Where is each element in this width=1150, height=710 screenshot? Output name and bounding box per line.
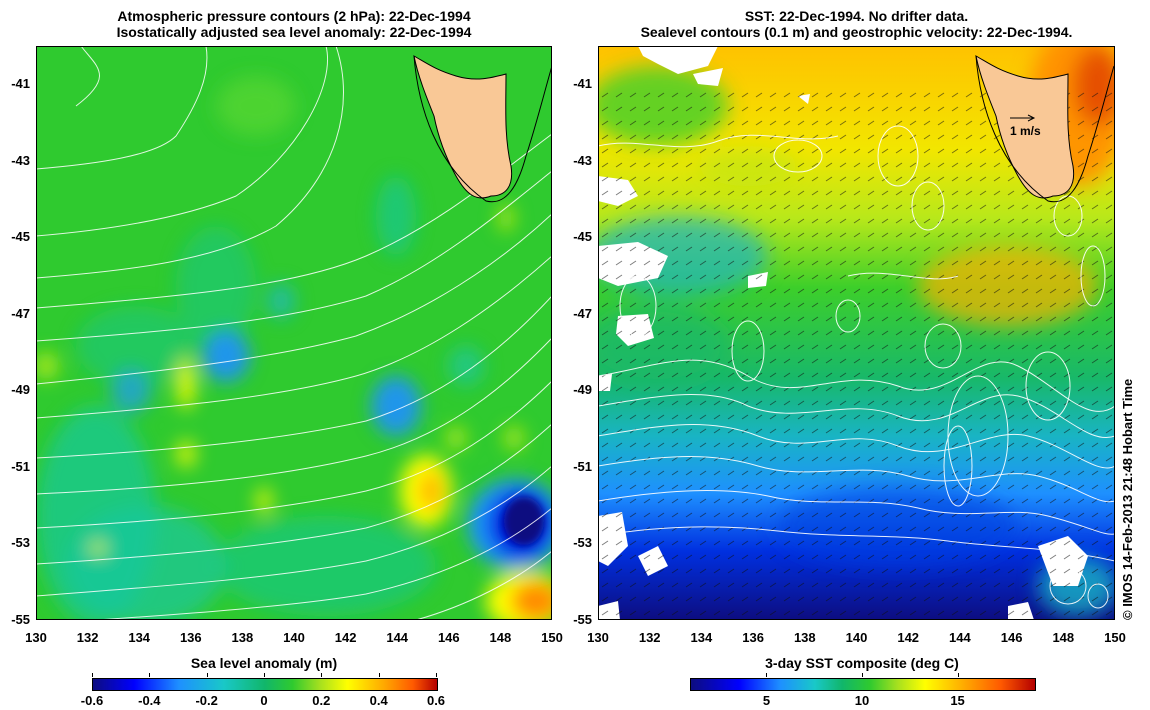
left-lat-tick-label: -55 [11,612,30,627]
right-lon-tick-label: 148 [1052,630,1075,645]
sla-colorbar-tick [378,673,380,677]
sla-colorbar-tick [92,673,93,677]
sst-colorbar-tick-label: 10 [854,693,870,708]
sla-map-svg [36,46,552,620]
right-lat-tick-label: -43 [573,152,592,168]
sla-colorbar-tick-label: -0.4 [138,693,161,708]
right-map-title: SST: 22-Dec-1994. No drifter data. Seale… [598,8,1115,40]
velocity-scale-label: 1 m/s [1010,124,1041,138]
sst-map: 1 m/s [598,46,1115,620]
sla-colorbar-tick [206,673,208,677]
left-lon-tick-label: 140 [283,630,305,645]
sla-colorbar-tick [149,673,151,677]
sla-colorbar-tick [264,673,265,677]
left-lon-tick-label: 148 [489,630,512,645]
right-lon-tick-label: 138 [793,630,816,645]
left-lon-tick-label: 146 [437,630,460,645]
sla-colorbar-tick [321,673,323,677]
left-lat-tick-label: -51 [11,458,30,474]
tasmania-landmass [413,55,513,199]
right-colorbar-title: 3-day SST composite (deg C) [765,655,959,671]
left-lon-tick-label: 138 [231,630,254,645]
sla-colorbar-tick-label: -0.6 [80,693,104,708]
sla-colorbar-tick-label: 0.4 [369,693,388,708]
velocity-scale: 1 m/s [1010,114,1041,138]
right-lat-tick-label: -55 [573,612,592,627]
left-lat-tick-label: -47 [11,305,30,321]
left-lat-tick-label: -45 [11,229,30,245]
sla-low-core [504,497,544,545]
sla-colorbar-tick-label: -0.2 [195,693,218,708]
sst-colorbar-tick-label: 15 [950,693,965,708]
sst-colorbar-tick [766,673,768,677]
imos-credit: © IMOS 14-Feb-2013 21:48 Hobart Time [1120,378,1135,620]
sla-colorbar-tick-label: 0.6 [426,693,446,708]
sla-map-frame [36,46,552,620]
sst-map-frame [598,46,1115,620]
tasmania-landmass [975,55,1075,199]
left-lat-tick-label: -41 [11,76,30,92]
right-lat-tick-label: -45 [573,229,592,245]
sealevel-contours [598,125,1115,609]
right-lon-tick-label: 134 [690,630,713,645]
right-title-line2: Sealevel contours (0.1 m) and geostrophi… [640,24,1073,40]
sla-colorbar [92,678,438,691]
left-lon-tick-label: 134 [128,630,151,645]
velocity-scale-arrowhead [1027,114,1036,122]
right-lon-tick-label: 150 [1104,630,1126,645]
right-lat-tick-label: -49 [573,382,592,398]
right-lon-tick-label: 132 [638,630,661,645]
left-title-line1: Atmospheric pressure contours (2 hPa): 2… [117,8,471,24]
left-lon-tick-label: 130 [25,630,47,645]
sst-colorbar-tick-label: 5 [762,693,771,708]
sla-colorbar-tick-label: 0.2 [312,693,331,708]
left-lat-tick-label: -43 [11,152,30,168]
left-colorbar-title: Sea level anomaly (m) [190,655,338,671]
sst-colorbar-tick [862,673,863,677]
sla-colorbar-tick [436,673,437,677]
sst-colorbar-tick [957,673,959,677]
sea-level-anomaly-map [36,46,552,620]
left-title-line2: Isostatically adjusted sea level anomaly… [116,24,472,40]
left-map-title: Atmospheric pressure contours (2 hPa): 2… [36,8,552,40]
right-lat-tick-label: -53 [573,535,592,551]
right-lat-tick-label: -51 [573,458,592,474]
right-lon-tick-label: 146 [1000,630,1023,645]
sst-colorbar [690,678,1036,691]
right-title-line1: SST: 22-Dec-1994. No drifter data. [744,8,969,24]
right-lat-tick-label: -47 [573,305,592,321]
left-lon-tick-label: 132 [76,630,99,645]
tasmania-bathymetry-contour [975,55,1115,203]
left-lat-tick-label: -53 [11,535,30,551]
left-lon-tick-label: 142 [334,630,357,645]
right-lon-tick-label: 142 [897,630,920,645]
right-lon-tick-label: 130 [587,630,609,645]
left-lat-tick-label: -49 [11,382,30,398]
left-lon-tick-label: 150 [541,630,563,645]
left-lon-tick-label: 136 [179,630,202,645]
tasmania-bathymetry-contour [413,55,552,203]
left-lon-tick-label: 144 [386,630,409,645]
sst-map-svg: 1 m/s [598,46,1115,620]
right-lon-tick-label: 136 [742,630,764,645]
right-lat-tick-label: -41 [573,76,592,92]
sla-colorbar-tick-label: 0 [260,693,268,708]
right-lon-tick-label: 144 [949,630,971,645]
right-lon-tick-label: 140 [845,630,868,645]
